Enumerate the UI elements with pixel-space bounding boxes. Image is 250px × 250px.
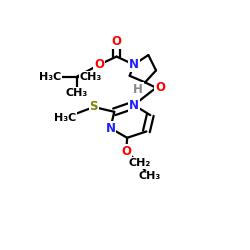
- Text: O: O: [155, 81, 165, 94]
- Text: N: N: [129, 58, 139, 71]
- Text: N: N: [129, 98, 139, 112]
- Text: CH₃: CH₃: [138, 171, 160, 181]
- Text: H₃C: H₃C: [39, 72, 61, 82]
- Text: O: O: [112, 35, 122, 48]
- Text: O: O: [94, 58, 104, 71]
- Text: S: S: [90, 100, 98, 114]
- Text: CH₃: CH₃: [80, 72, 102, 82]
- Text: CH₃: CH₃: [66, 88, 88, 98]
- Text: H₃C: H₃C: [54, 112, 77, 122]
- Text: O: O: [121, 145, 131, 158]
- Text: CH₂: CH₂: [128, 158, 150, 168]
- Text: N: N: [106, 122, 116, 135]
- Text: H: H: [133, 82, 143, 96]
